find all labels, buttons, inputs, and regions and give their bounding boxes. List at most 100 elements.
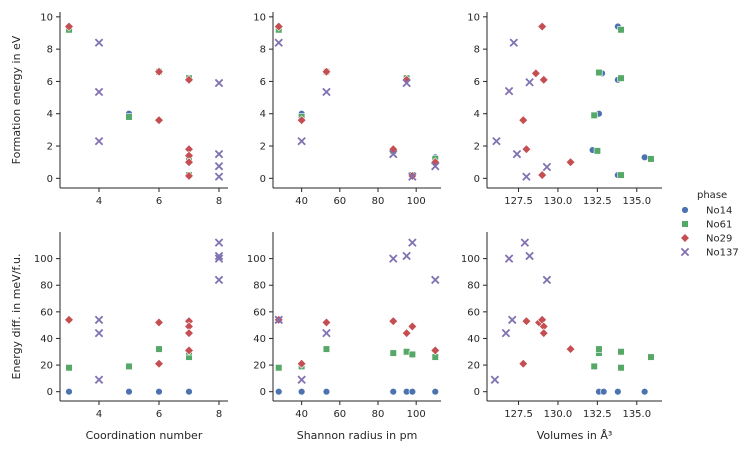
point-no137 xyxy=(94,315,104,325)
y-tick-label: 0 xyxy=(47,174,53,185)
point-no61 xyxy=(595,345,603,353)
legend-label-no137: No137 xyxy=(706,248,739,259)
x-tick-label: 100 xyxy=(407,409,426,420)
y-tick-label: 8 xyxy=(47,45,53,56)
point-no61 xyxy=(617,171,625,179)
point-no137 xyxy=(322,328,331,338)
point-no137 xyxy=(501,328,511,338)
y-tick-label: 10 xyxy=(40,12,53,23)
panel-formation-vs-shannon: 0 2 4 6 8 10 40 60 80 100 xyxy=(253,12,441,207)
point-no137 xyxy=(490,375,500,384)
x-tick-label: 127.5 xyxy=(504,196,533,207)
point-no14 xyxy=(389,387,397,396)
x-tick-label: 6 xyxy=(156,409,162,420)
legend-title: phase xyxy=(697,190,727,201)
x-tick-label: 130.0 xyxy=(544,196,573,207)
point-no29 xyxy=(538,328,549,338)
point-no29 xyxy=(518,115,529,126)
point-no29 xyxy=(321,317,332,328)
point-no61 xyxy=(389,349,397,357)
point-no14 xyxy=(297,387,306,396)
point-no29 xyxy=(521,316,532,326)
point-no14 xyxy=(155,387,163,396)
y-tick-label: 100 xyxy=(461,254,480,265)
x-tick-label: 130.0 xyxy=(544,409,573,420)
y-tick-label: 20 xyxy=(40,361,53,372)
point-no137 xyxy=(214,161,224,171)
y-tick-label: 4 xyxy=(474,109,480,120)
point-no61 xyxy=(125,113,133,121)
y-tick-label: 8 xyxy=(260,45,266,56)
y-tick-label: 10 xyxy=(253,12,266,23)
point-no29 xyxy=(537,21,548,32)
point-no137 xyxy=(214,275,224,285)
y-tick-label: 0 xyxy=(47,387,53,398)
point-no137 xyxy=(542,275,552,285)
x-tick-label: 40 xyxy=(295,409,308,420)
point-no14 xyxy=(185,387,193,396)
legend-label-no61: No61 xyxy=(706,220,732,231)
y-tick-label: 6 xyxy=(474,77,480,88)
point-no61 xyxy=(322,345,331,353)
x-tick-label: 80 xyxy=(372,196,385,207)
point-no29 xyxy=(565,157,576,167)
y-axis-label: Energy diff. in meV/f.u. xyxy=(10,254,23,380)
x-tick-label: 80 xyxy=(372,409,385,420)
point-no137 xyxy=(525,78,534,87)
point-no137 xyxy=(214,254,224,263)
x-axis-label: Shannon radius in pm xyxy=(297,429,418,442)
point-no137 xyxy=(492,136,501,146)
point-no61 xyxy=(590,111,598,119)
point-no29 xyxy=(184,171,194,181)
point-no14 xyxy=(275,387,283,396)
point-no137 xyxy=(322,87,331,97)
point-no61 xyxy=(617,26,625,34)
point-no29 xyxy=(296,358,307,369)
point-no61 xyxy=(125,362,133,371)
point-no29 xyxy=(184,345,194,356)
point-no61 xyxy=(617,348,625,356)
y-tick-label: 40 xyxy=(40,334,53,345)
x-tick-label: 135.0 xyxy=(622,409,651,420)
point-no137 xyxy=(94,136,104,146)
point-no61 xyxy=(408,350,416,359)
y-tick-label: 20 xyxy=(253,361,266,372)
legend-label-no29: No29 xyxy=(706,234,732,245)
point-no137 xyxy=(214,149,224,159)
x-tick-label: 4 xyxy=(96,409,102,420)
point-no14 xyxy=(640,387,649,396)
point-no14 xyxy=(322,387,331,396)
point-no61 xyxy=(590,362,598,371)
y-tick-label: 6 xyxy=(47,77,53,88)
point-no29 xyxy=(184,74,194,85)
point-no137 xyxy=(512,149,522,159)
point-no29 xyxy=(184,157,194,167)
point-no29 xyxy=(154,66,164,77)
point-no137 xyxy=(402,78,411,88)
legend-marker-no29 xyxy=(680,233,690,243)
x-tick-label: 8 xyxy=(216,409,222,420)
point-no29 xyxy=(401,328,412,338)
point-no29 xyxy=(64,21,74,32)
y-tick-label: 0 xyxy=(260,174,266,185)
point-no137 xyxy=(408,238,417,247)
x-tick-label: 132.5 xyxy=(583,409,612,420)
point-no137 xyxy=(520,238,530,247)
point-no137 xyxy=(274,38,283,47)
point-no29 xyxy=(518,358,529,369)
y-tick-label: 100 xyxy=(247,254,266,265)
panel-formation-vs-coordination: 0 2 4 6 8 10 4 6 8 Formation energy in eV xyxy=(10,12,228,207)
y-tick-label: 60 xyxy=(253,307,266,318)
point-no61 xyxy=(595,68,603,77)
point-no29 xyxy=(538,74,549,85)
y-axis-label: Formation energy in eV xyxy=(10,35,23,164)
y-tick-label: 4 xyxy=(47,109,53,120)
point-no137 xyxy=(504,254,514,263)
y-tick-label: 80 xyxy=(253,281,266,292)
point-no137 xyxy=(214,172,224,181)
point-no137 xyxy=(431,275,440,285)
point-no61 xyxy=(65,364,73,372)
point-no14 xyxy=(65,387,73,396)
point-no61 xyxy=(647,353,655,361)
panel-energydiff-vs-shannon: 0 20 40 60 80 100 40 60 80 100 Shannon radius in p… xyxy=(247,232,441,442)
